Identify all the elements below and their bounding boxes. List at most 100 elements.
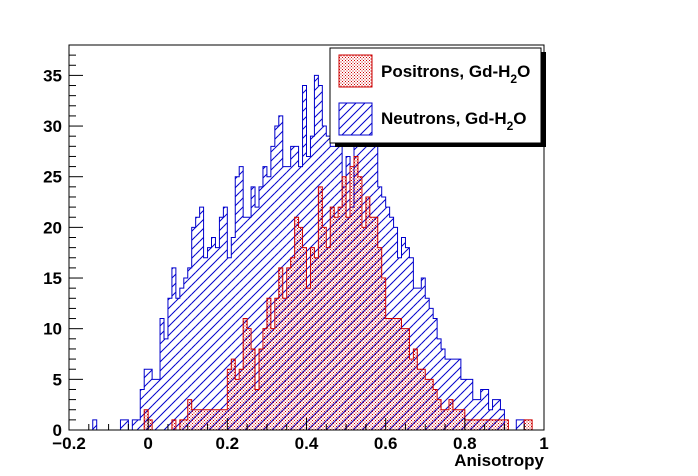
neutrons-bin — [314, 75, 319, 430]
positrons-bin — [219, 409, 224, 430]
neutrons-bin — [167, 298, 172, 430]
positrons-bin — [326, 247, 331, 430]
neutrons-bin — [441, 348, 446, 430]
neutrons-bin — [148, 369, 153, 430]
x-tick-label: 0 — [143, 434, 152, 453]
neutrons-bin — [175, 298, 180, 430]
neutrons-bin — [164, 338, 168, 430]
positrons-bin — [243, 318, 248, 430]
positrons-outline — [69, 155, 544, 431]
legend-label-positrons-tail: O — [517, 62, 530, 81]
positrons-bin — [369, 217, 374, 430]
positrons-bin — [278, 267, 283, 430]
neutrons-bin — [120, 419, 125, 430]
legend-label-neutrons-sub: 2 — [507, 119, 514, 133]
positrons-bin — [266, 298, 271, 430]
neutrons-bin — [124, 419, 129, 430]
neutrons-bin — [239, 166, 244, 430]
y-tick-label: 15 — [43, 269, 62, 288]
positrons-bin — [302, 247, 307, 430]
y-tick-label: 0 — [53, 421, 62, 440]
positrons-bin — [144, 409, 149, 430]
neutrons-bin — [472, 399, 477, 430]
neutrons-bin — [140, 389, 145, 430]
positrons-bin — [472, 419, 477, 430]
neutrons-bin — [456, 359, 461, 430]
legend: Positrons, Gd-H2O Neutrons, Gd-H2O — [329, 47, 546, 147]
positrons-bin — [211, 409, 216, 430]
neutrons-outline — [69, 74, 544, 431]
positrons-bin — [306, 288, 311, 430]
neutrons-bin — [144, 369, 149, 430]
x-tick-label: 0.8 — [453, 434, 477, 453]
neutrons-bin — [251, 186, 256, 430]
neutrons-bin — [496, 399, 501, 430]
legend-swatch-positrons — [338, 54, 373, 88]
y-tick-label: 5 — [53, 370, 62, 389]
neutrons-bin — [199, 207, 204, 430]
positrons-bin — [294, 217, 299, 430]
positrons-bin — [381, 278, 386, 430]
positrons-bin — [330, 207, 335, 430]
y-tick-label: 25 — [43, 168, 62, 187]
x-tick-label: 0.2 — [216, 434, 240, 453]
positrons-bin — [433, 389, 438, 430]
positrons-bin — [195, 409, 200, 430]
neutrons-bin — [516, 419, 521, 430]
neutrons-bin — [468, 379, 473, 430]
neutrons-bin — [476, 399, 481, 430]
y-tick-label: 30 — [43, 117, 62, 136]
neutrons-bin — [156, 379, 161, 430]
positrons-bin — [207, 409, 212, 430]
series-positrons — [69, 155, 544, 431]
positrons-bin — [365, 196, 370, 430]
positrons-bin — [187, 399, 192, 430]
series-layer — [69, 74, 544, 431]
positrons-bin — [318, 186, 323, 430]
legend-label-neutrons-main: Neutrons, Gd-H — [381, 109, 507, 128]
positrons-bin — [401, 328, 406, 430]
positrons-bin — [251, 348, 256, 430]
positrons-bin — [377, 247, 382, 430]
neutrons-bin — [409, 257, 414, 430]
positrons-bin — [282, 298, 287, 430]
positrons-bin — [361, 227, 366, 430]
positrons-bin — [322, 227, 327, 430]
neutrons-bin — [433, 318, 438, 430]
neutrons-bin — [203, 257, 208, 430]
legend-label-positrons-sub: 2 — [510, 72, 517, 86]
legend-entry-positrons: Positrons, Gd-H2O — [338, 54, 530, 88]
positrons-bin — [270, 328, 275, 430]
neutrons-bin — [183, 278, 188, 430]
x-axis-title: Anisotropy — [454, 451, 544, 470]
positrons-bin — [393, 318, 398, 430]
neutrons-bin — [179, 288, 184, 430]
neutrons-bin — [92, 419, 97, 430]
positrons-bin — [191, 409, 196, 430]
positrons-bin — [500, 419, 505, 430]
positrons-bin — [334, 217, 339, 430]
positrons-bin — [445, 409, 449, 430]
x-tick-label: 0.4 — [295, 434, 319, 453]
positrons-bin — [528, 419, 533, 430]
positrons-bin — [476, 419, 481, 430]
neutrons-bin — [449, 359, 453, 430]
neutrons-bin — [136, 419, 141, 430]
positrons-bin — [524, 419, 529, 430]
neutrons-bin — [425, 298, 430, 430]
positrons-bin — [397, 318, 402, 430]
neutrons-bin — [191, 227, 196, 430]
neutrons-bin — [187, 267, 192, 430]
y-tick-label: 10 — [43, 320, 62, 339]
positrons-bin — [452, 409, 457, 430]
positrons-bin — [496, 419, 501, 430]
positrons-bin — [464, 419, 469, 430]
neutrons-bin — [421, 278, 426, 430]
positrons-bin — [409, 359, 414, 430]
neutrons-bin — [452, 359, 457, 430]
positrons-bin — [342, 176, 347, 430]
y-tick-label: 20 — [43, 218, 62, 237]
positrons-bin — [215, 409, 220, 430]
neutrons-bin — [255, 207, 259, 430]
neutrons-bin — [429, 308, 434, 430]
